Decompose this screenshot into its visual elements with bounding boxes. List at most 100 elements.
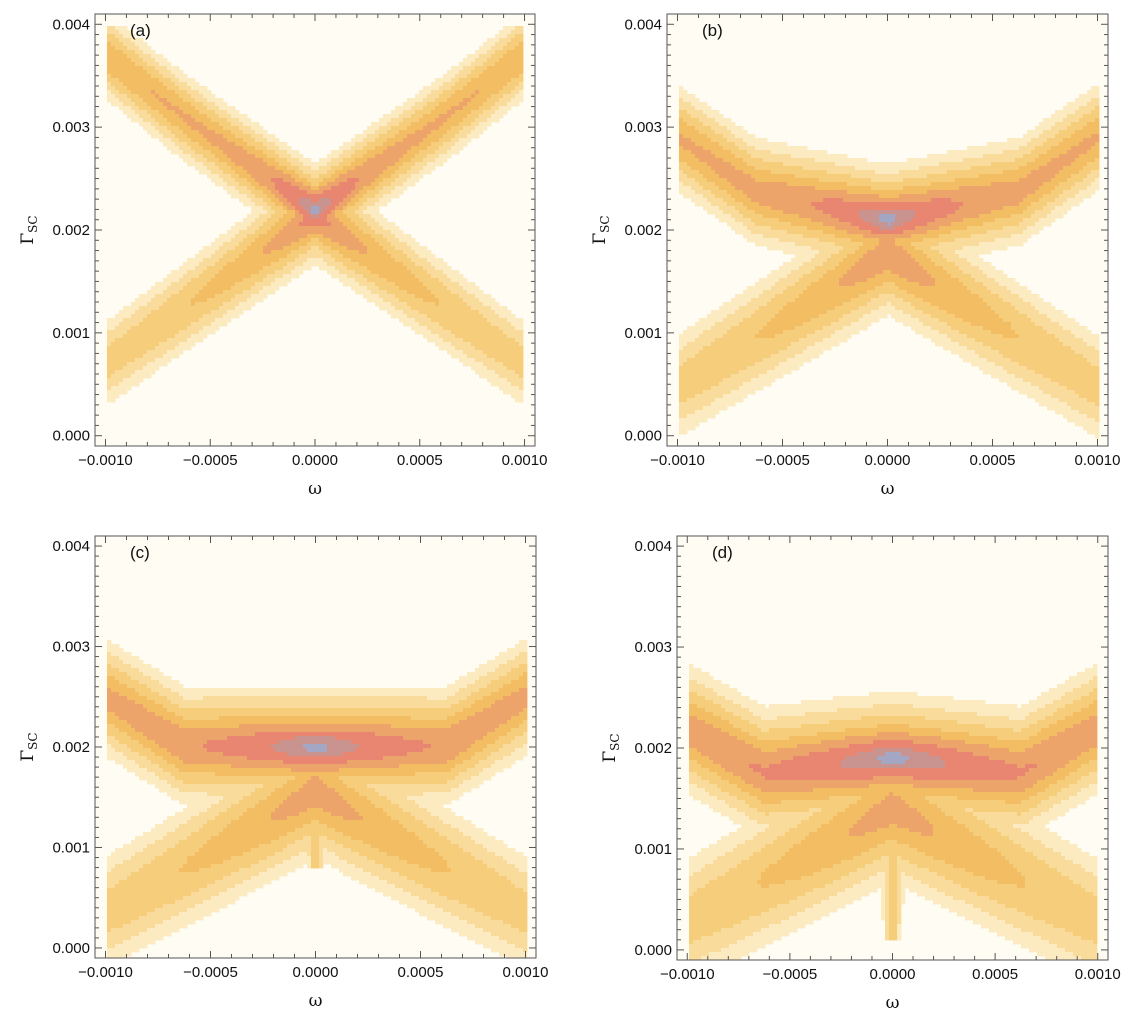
contour-cell — [151, 286, 156, 291]
contour-cell — [251, 202, 256, 207]
contour-cell — [159, 330, 164, 335]
contour-cell — [683, 130, 688, 135]
contour-cell — [287, 154, 292, 159]
contour-cell — [159, 290, 164, 295]
contour-cell — [407, 150, 412, 155]
contour-cell — [499, 90, 504, 95]
contour-cell — [335, 162, 340, 167]
contour-cell — [495, 382, 500, 387]
contour-cell — [411, 246, 416, 251]
contour-cell — [1083, 150, 1088, 155]
contour-cell — [139, 94, 144, 99]
contour-cell — [455, 270, 460, 275]
contour-cell — [275, 194, 280, 199]
contour-cell — [179, 294, 184, 299]
contour-cell — [367, 294, 372, 299]
contour-cell — [215, 286, 220, 291]
contour-cell — [423, 262, 428, 267]
contour-cell — [503, 46, 508, 51]
contour-cell — [707, 122, 712, 127]
contour-cell — [131, 370, 136, 375]
contour-cell — [427, 338, 432, 343]
contour-cell — [139, 118, 144, 123]
contour-cell — [199, 118, 204, 123]
contour-cell — [367, 258, 372, 263]
contour-cell — [319, 166, 324, 171]
contour-cell — [315, 222, 320, 227]
contour-cell — [215, 174, 220, 179]
contour-cell — [1063, 122, 1068, 127]
contour-cell — [363, 230, 368, 235]
contour-cell — [415, 174, 420, 179]
contour-cell — [143, 62, 148, 67]
contour-cell — [363, 198, 368, 203]
contour-cell — [347, 254, 352, 259]
contour-cell — [119, 38, 124, 43]
contour-cell — [411, 282, 416, 287]
contour-cell — [475, 294, 480, 299]
contour-cell — [1063, 142, 1068, 147]
contour-cell — [219, 118, 224, 123]
contour-cell — [447, 130, 452, 135]
contour-cell — [335, 246, 340, 251]
contour-cell — [115, 346, 120, 351]
contour-cell — [183, 78, 188, 83]
contour-cell — [263, 234, 268, 239]
contour-cell — [223, 166, 228, 171]
contour-cell — [363, 134, 368, 139]
contour-cell — [151, 102, 156, 107]
contour-cell — [187, 258, 192, 263]
contour-cell — [223, 278, 228, 283]
contour-cell — [175, 318, 180, 323]
contour-cell — [223, 162, 228, 167]
contour-cell — [731, 138, 736, 143]
contour-cell — [327, 182, 332, 187]
contour-cell — [451, 90, 456, 95]
contour-cell — [131, 342, 136, 347]
contour-cell — [211, 114, 216, 119]
contour-cell — [195, 134, 200, 139]
contour-cell — [483, 326, 488, 331]
contour-cell — [275, 190, 280, 195]
contour-cell — [691, 130, 696, 135]
contour-cell — [511, 74, 516, 79]
contour-cell — [267, 138, 272, 143]
contour-cell — [179, 350, 184, 355]
contour-cell — [515, 318, 520, 323]
contour-cell — [1015, 146, 1020, 151]
contour-cell — [179, 134, 184, 139]
contour-cell — [167, 134, 172, 139]
contour-cell — [383, 250, 388, 255]
contour-cell — [475, 118, 480, 123]
contour-cell — [187, 150, 192, 155]
contour-cell — [371, 290, 376, 295]
contour-cell — [787, 146, 792, 151]
contour-cell — [187, 94, 192, 99]
contour-cell — [383, 114, 388, 119]
contour-cell — [135, 42, 140, 47]
contour-cell — [351, 222, 356, 227]
contour-cell — [155, 330, 160, 335]
contour-cell — [295, 174, 300, 179]
contour-cell — [431, 110, 436, 115]
contour-cell — [231, 162, 236, 167]
contour-cell — [231, 106, 236, 111]
contour-cell — [275, 254, 280, 259]
contour-cell — [151, 50, 156, 55]
contour-cell — [231, 262, 236, 267]
contour-cell — [263, 282, 268, 287]
contour-cell — [235, 178, 240, 183]
panel-b: −0.0010 −0.0005 0.0000 0.0005 0.00100.0000.0… — [590, 13, 1120, 499]
contour-cell — [191, 110, 196, 115]
contour-cell — [339, 206, 344, 211]
contour-cell — [243, 130, 248, 135]
contour-cell — [195, 334, 200, 339]
contour-cell — [435, 334, 440, 339]
contour-cell — [691, 102, 696, 107]
contour-cell — [379, 302, 384, 307]
contour-cell — [419, 158, 424, 163]
contour-cell — [1083, 94, 1088, 99]
contour-cell — [447, 118, 452, 123]
contour-cell — [119, 50, 124, 55]
contour-cell — [375, 190, 380, 195]
